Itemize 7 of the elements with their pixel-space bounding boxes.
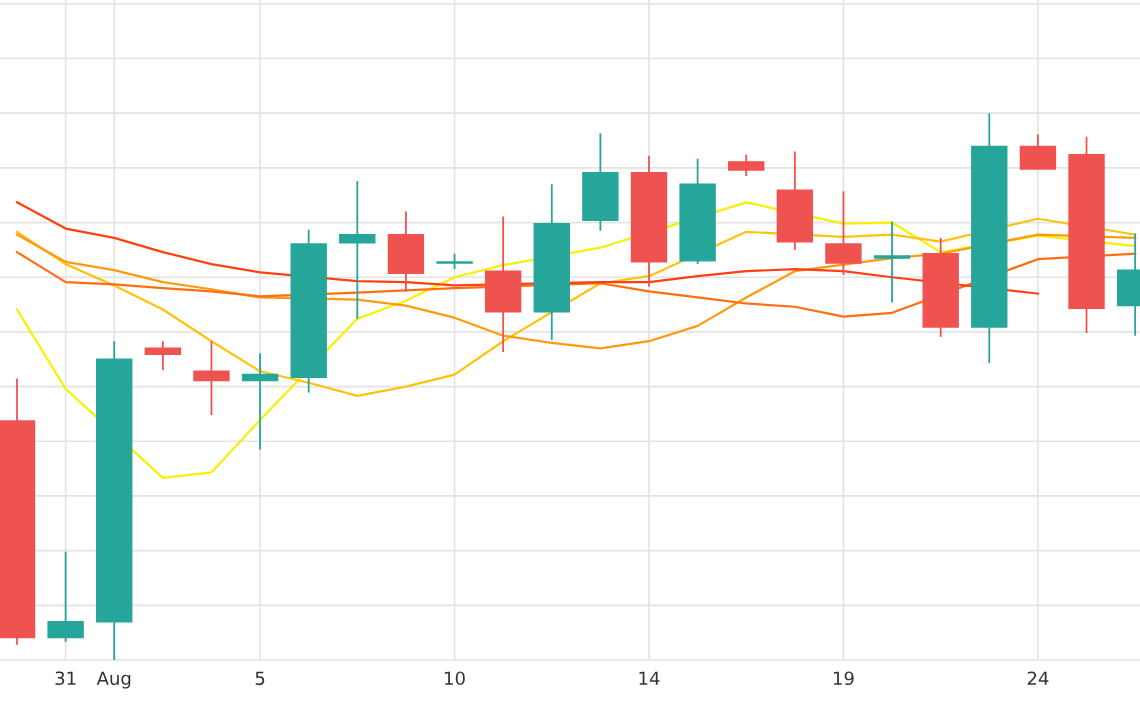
x-tick-label: 5 <box>255 671 265 686</box>
x-tick-label: 14 <box>639 671 660 685</box>
x-tick-label: 10 <box>445 671 465 686</box>
x-tick-label: Aug <box>96 671 131 689</box>
x-tick-label: 24 <box>1027 671 1049 685</box>
x-tick-label: 19 <box>833 671 854 686</box>
x-tick-label: 31 <box>55 671 76 686</box>
